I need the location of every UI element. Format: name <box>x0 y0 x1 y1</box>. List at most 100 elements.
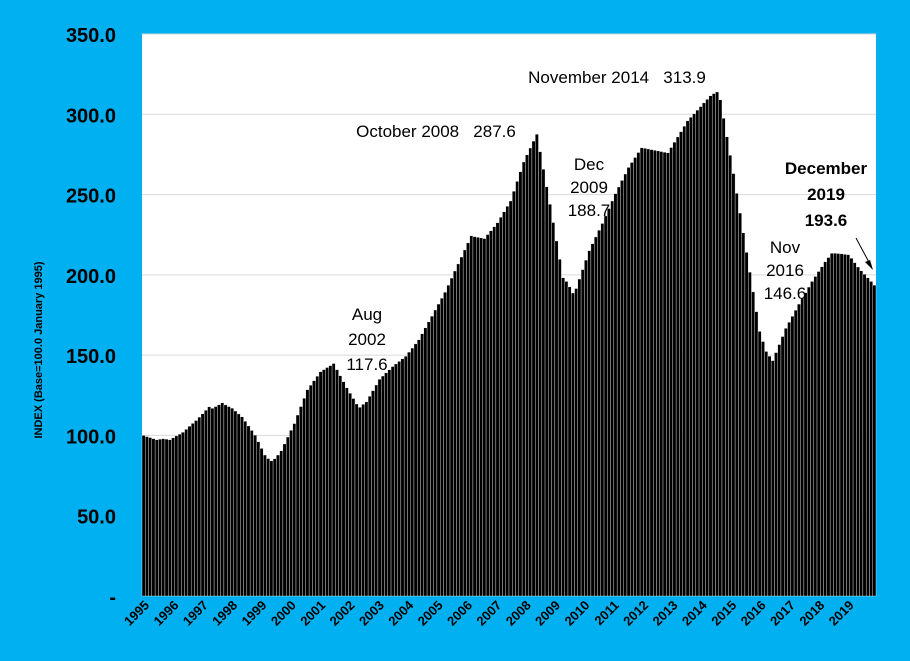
bar <box>286 436 290 597</box>
bar <box>744 252 749 597</box>
bar <box>204 410 208 597</box>
bar <box>610 200 615 597</box>
y-tick-label: 100.0 <box>66 426 116 448</box>
bar <box>630 162 634 597</box>
bar <box>679 131 683 597</box>
bar <box>440 297 444 597</box>
bar <box>669 147 674 597</box>
bar <box>361 404 365 597</box>
bar <box>548 204 552 597</box>
bar <box>279 450 284 597</box>
bar <box>197 416 202 597</box>
bar <box>207 406 211 597</box>
bar <box>597 230 601 597</box>
x-tick-label: 2015 <box>708 598 739 629</box>
bar <box>397 361 402 597</box>
bar <box>518 171 523 597</box>
bar <box>859 270 864 597</box>
bar <box>790 316 795 597</box>
bar <box>692 113 696 597</box>
bar <box>371 390 375 597</box>
bar <box>436 303 441 597</box>
y-tick-label: 250.0 <box>66 186 116 208</box>
bar <box>210 408 215 597</box>
bar <box>469 235 474 597</box>
bar <box>164 438 169 597</box>
bar <box>797 303 801 597</box>
bar <box>282 443 287 597</box>
bar <box>639 147 644 597</box>
bar <box>643 148 647 597</box>
bar <box>177 433 182 597</box>
x-tick-label: 1999 <box>238 598 269 629</box>
bar <box>780 336 785 597</box>
bar <box>249 430 254 597</box>
annotation-dec-2019: December <box>785 159 868 178</box>
bar <box>734 193 739 597</box>
bar <box>495 222 500 597</box>
bar <box>240 416 244 597</box>
bar <box>715 91 719 597</box>
bar <box>358 406 362 597</box>
bar <box>698 106 703 597</box>
bar <box>492 226 497 597</box>
bar <box>803 292 808 597</box>
bar <box>515 181 520 597</box>
bar <box>417 339 421 597</box>
bar <box>299 406 303 597</box>
bar <box>315 376 320 597</box>
bar <box>456 263 461 597</box>
bar <box>508 200 513 597</box>
x-tick-label: 1998 <box>209 598 240 629</box>
annotations: Aug 2002 117.6 October 2008 287.6 November 2… <box>346 68 867 374</box>
bar <box>502 211 506 597</box>
annotation-dec-2009: 2009 <box>570 178 608 197</box>
bar <box>348 393 352 597</box>
bar <box>174 435 179 597</box>
bar <box>158 438 162 597</box>
annotation-aug-2002: 2002 <box>348 330 386 349</box>
bar <box>587 250 592 597</box>
bar <box>705 99 710 597</box>
bar <box>623 173 628 597</box>
bar <box>400 358 405 597</box>
x-tick-label: 2002 <box>327 598 358 629</box>
bar <box>446 284 451 597</box>
bar <box>489 230 493 597</box>
bar <box>243 421 248 597</box>
bar <box>302 398 307 597</box>
bar <box>731 173 736 597</box>
bar <box>381 375 385 597</box>
bar <box>459 256 464 597</box>
bar <box>557 259 562 597</box>
x-tick-label: 2018 <box>796 598 827 629</box>
x-tick-label: 2003 <box>356 598 387 629</box>
bar <box>272 458 277 597</box>
bar <box>236 413 241 597</box>
bar <box>531 140 536 597</box>
bar <box>852 262 857 597</box>
bar <box>567 286 572 597</box>
bar <box>666 152 670 597</box>
x-tick-label: 2008 <box>503 598 534 629</box>
bar <box>525 154 529 597</box>
x-tick-label: 2009 <box>532 598 563 629</box>
bar <box>443 292 447 597</box>
bar <box>256 441 261 597</box>
bar <box>498 217 503 597</box>
bar <box>843 254 847 597</box>
annotation-nov-2016: Nov <box>770 238 801 257</box>
bar <box>354 403 359 597</box>
bar <box>308 384 313 597</box>
bar <box>367 396 372 597</box>
bar <box>564 281 569 597</box>
bar <box>725 136 729 597</box>
bar <box>220 402 225 597</box>
bar <box>659 151 664 597</box>
bar <box>846 254 850 597</box>
bar <box>807 286 811 597</box>
annotation-nov-2016: 146.6 <box>764 284 807 303</box>
y-axis-tick-labels: - 50.0 100.0 150.0 200.0 250.0 300.0 350.0 <box>66 25 116 609</box>
bar <box>227 406 231 597</box>
bar <box>292 423 297 597</box>
